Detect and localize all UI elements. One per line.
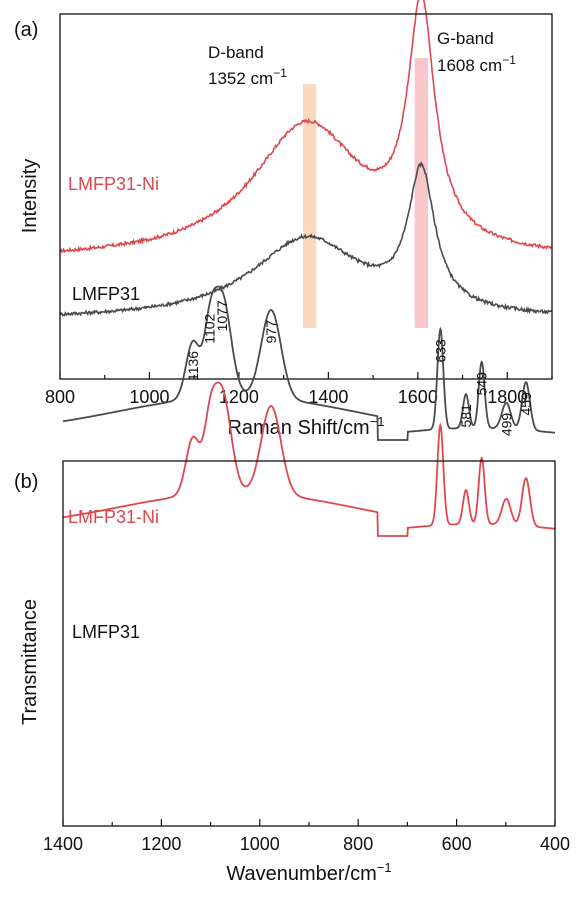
ftir-x-tick-label: 1400	[43, 834, 83, 854]
raman-x-tick-label: 1400	[308, 387, 348, 407]
d-band-position-value: 1352 cm	[208, 69, 273, 88]
ftir-x-tick-label: 400	[540, 834, 570, 854]
ftir-x-axis-title: Wavenumber/cm−1	[226, 860, 391, 885]
raman-x-tick-label: 1000	[129, 387, 169, 407]
g-band-name: G-band	[437, 29, 494, 48]
g-band-position-sup: −1	[502, 53, 516, 67]
ftir-line-lmfp31-ni	[63, 381, 555, 537]
ftir-peak-label-1077: 1077	[214, 300, 230, 331]
ftir-x-tick-label: 800	[343, 834, 373, 854]
ftir-y-axis-title: Transmittance	[19, 599, 41, 725]
d-band-position-sup: −1	[273, 66, 287, 80]
d-band-position: 1352 cm−1	[208, 66, 287, 88]
raman-series	[59, 0, 553, 317]
ftir-label-lmfp31-ni: LMFP31-Ni	[68, 507, 159, 527]
ftir-peak-label-977: 977	[263, 320, 279, 344]
d-band-name: D-band	[208, 43, 264, 62]
raman-x-axis-title-main: Raman Shift/cm	[227, 417, 369, 439]
raman-line-lmfp31-ni	[59, 0, 553, 254]
raman-x-tick-label: 800	[45, 387, 75, 407]
raman-band-g-band	[414, 58, 429, 328]
ftir-line-lmfp31	[63, 285, 555, 441]
ftir-label-lmfp31: LMFP31	[72, 622, 140, 642]
ftir-peak-label-549: 549	[474, 372, 490, 396]
raman-line-lmfp31	[59, 161, 553, 317]
ftir-x-axis-title-main: Wavenumber/cm	[226, 863, 376, 885]
raman-x-tick-label: 1600	[398, 387, 438, 407]
raman-panel: (a) 800 1000 1200 1400 1600 1800 Raman Shift/…	[14, 0, 553, 439]
ftir-x-tick-label: 600	[442, 834, 472, 854]
raman-plot-frame	[59, 13, 553, 380]
raman-x-tick-label: 1800	[487, 387, 527, 407]
ftir-peak-label-633: 633	[432, 339, 448, 363]
g-band-position-value: 1608 cm	[437, 56, 502, 75]
raman-band-highlights	[302, 58, 429, 328]
raman-x-ticks: 800 1000 1200 1400 1600 1800	[45, 372, 553, 407]
panel-a-letter: (a)	[14, 19, 38, 41]
ftir-series	[63, 285, 555, 537]
raman-band-d-band	[302, 84, 317, 328]
raman-y-axis-title: Intensity	[19, 159, 41, 233]
ftir-x-ticks: 1400 1200 1000 800 600 400	[43, 819, 570, 854]
ftir-x-axis-title-sup: −1	[377, 860, 392, 875]
ftir-peak-label-459: 459	[518, 392, 534, 416]
ftir-x-tick-label: 1200	[141, 834, 181, 854]
ftir-peak-label-499: 499	[498, 413, 514, 437]
ftir-peak-label-1136: 1136	[185, 351, 201, 381]
raman-x-tick-label: 1200	[219, 387, 259, 407]
raman-label-lmfp31: LMFP31	[72, 284, 140, 304]
ftir-peak-label-581: 581	[458, 404, 474, 428]
raman-label-lmfp31-ni: LMFP31-Ni	[68, 174, 159, 194]
g-band-position: 1608 cm−1	[437, 53, 516, 75]
panel-b-letter: (b)	[14, 471, 38, 493]
raman-x-axis-title: Raman Shift/cm−1	[227, 414, 384, 439]
ftir-x-tick-label: 1000	[240, 834, 280, 854]
ftir-peak-label-1102: 1102	[202, 313, 218, 343]
